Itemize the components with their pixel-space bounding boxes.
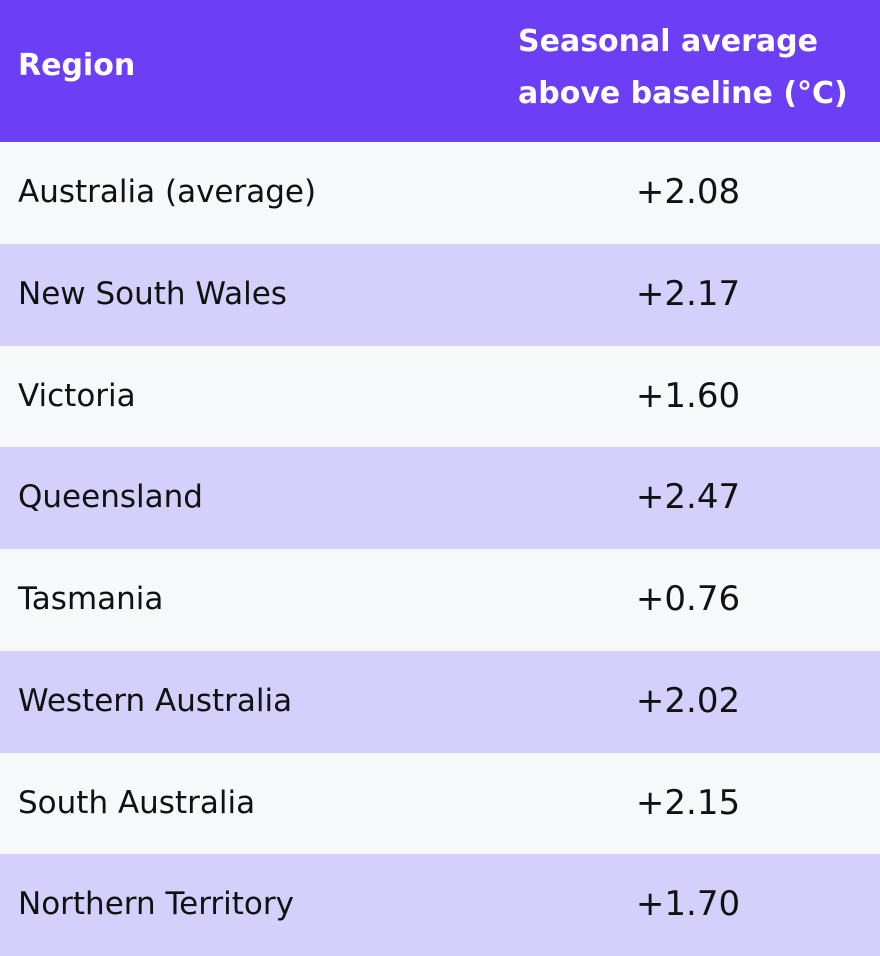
table-row: Northern Territory +1.70: [0, 854, 880, 956]
region-cell: Victoria: [18, 377, 136, 414]
value-cell: +2.15: [635, 782, 741, 823]
table-row: Australia (average) +2.08: [0, 142, 880, 244]
value-cell: +1.60: [635, 375, 741, 416]
value-cell: +0.76: [635, 579, 741, 619]
header-cell: Region: [18, 48, 136, 83]
table-row: South Australia +2.15: [0, 752, 880, 855]
region-cell: Queensland: [18, 479, 203, 516]
table-row: Western Australia +2.02: [0, 650, 880, 753]
table-row: New South Wales +2.17: [0, 243, 880, 346]
table-row: Queensland +2.47: [0, 447, 880, 549]
region-cell: Tasmania: [18, 581, 164, 617]
region-cell: New South Wales: [18, 275, 287, 312]
table-header: Region Seasonal average above baseline (…: [0, 0, 880, 142]
table-row: Tasmania +0.76: [0, 549, 880, 651]
value-cell: +2.08: [635, 172, 741, 212]
region-cell: Northern Territory: [18, 886, 294, 923]
table-row: Victoria +1.60: [0, 345, 880, 448]
region-cell: Australia (average): [18, 174, 317, 210]
value-cell: +2.02: [635, 680, 741, 721]
value-cell: +2.47: [635, 477, 741, 518]
header-cell: Seasonal average above baseline (°C): [518, 24, 848, 111]
region-cell: Western Australia: [18, 682, 293, 719]
region-cell: South Australia: [18, 784, 256, 821]
value-cell: +1.70: [635, 884, 741, 925]
value-cell: +2.17: [635, 273, 741, 314]
